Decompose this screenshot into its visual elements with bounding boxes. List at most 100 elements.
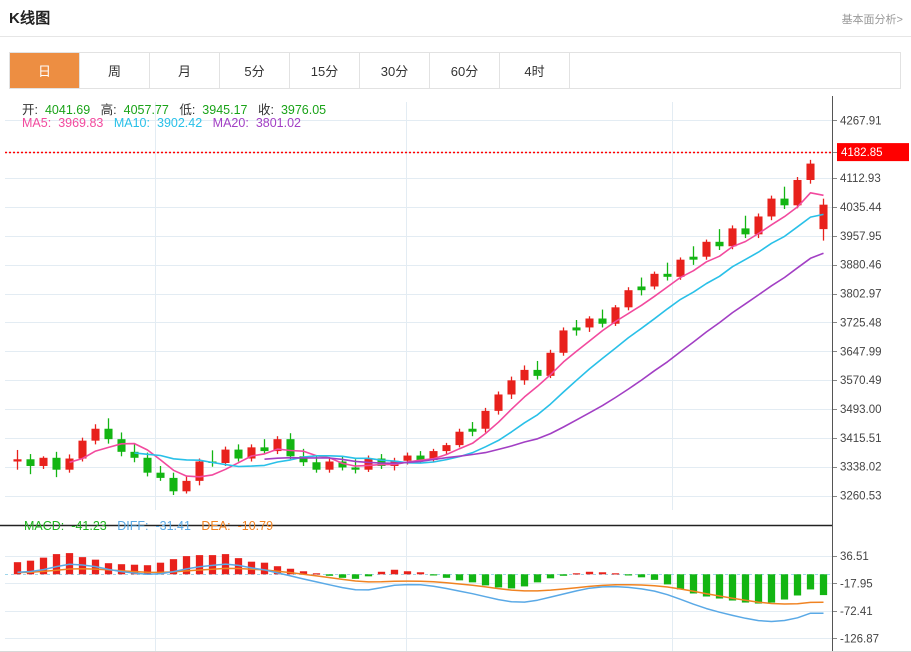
candle-body: [546, 352, 555, 376]
timeframe-tab-bar: 日周月 5分 15分 30分 60分 4时: [9, 52, 901, 89]
candle-body: [39, 457, 48, 466]
candle-body: [715, 241, 724, 247]
candle-body: [598, 318, 607, 324]
candle-body: [13, 459, 22, 462]
macd-histogram-bar: [819, 574, 828, 596]
tab-60分[interactable]: 60分: [430, 53, 500, 88]
candle-body: [429, 451, 438, 461]
macd-histogram-bar: [546, 574, 555, 579]
macd-histogram-bar: [195, 555, 204, 575]
macd-histogram-bar: [182, 556, 191, 575]
candle-body: [78, 440, 87, 459]
header-divider: [0, 36, 911, 37]
macd-histogram-bar: [533, 574, 542, 583]
macd-histogram-bar: [377, 571, 386, 575]
macd-histogram-bar: [39, 557, 48, 575]
macd-axis-label: -72.41: [840, 606, 873, 618]
macd-histogram-bar: [403, 571, 412, 575]
macd-histogram-bar: [299, 571, 308, 575]
fundamental-analysis-link[interactable]: 基本面分析>: [841, 14, 903, 26]
macd-axis-label: -126.87: [840, 633, 879, 645]
candle-body: [585, 318, 594, 328]
macd-histogram-bar: [793, 574, 802, 596]
macd-histogram-bar: [715, 574, 724, 599]
macd-histogram-bar: [273, 566, 282, 575]
macd-histogram-bar: [325, 574, 334, 576]
macd-histogram-bar: [507, 574, 516, 589]
candle-body: [650, 273, 659, 287]
macd-histogram-bar: [598, 572, 607, 575]
tab-30分[interactable]: 30分: [360, 53, 430, 88]
macd-histogram-bar: [741, 574, 750, 603]
candle-body: [182, 480, 191, 492]
macd-histogram-bar: [572, 573, 581, 575]
macd-histogram-bar: [156, 562, 165, 575]
candle-body: [299, 456, 308, 463]
macd-histogram-bar: [26, 560, 35, 575]
current-price-badge: [837, 143, 909, 162]
candle-body: [819, 204, 828, 230]
macd-histogram-bar: [624, 574, 633, 576]
candle-body: [156, 472, 165, 478]
macd-histogram-bar: [494, 574, 503, 588]
candle-body: [806, 163, 815, 180]
candle-body: [442, 445, 451, 452]
macd-histogram-bar: [520, 574, 529, 587]
candle-body: [169, 477, 178, 492]
candle-body: [624, 290, 633, 308]
ma-line-ma5: [69, 192, 824, 478]
macd-histogram-bar: [611, 573, 620, 575]
macd-axis-label: 36.51: [840, 551, 869, 563]
candle-body: [247, 447, 256, 459]
macd-histogram-bar: [351, 574, 360, 579]
candle-body: [221, 449, 230, 463]
diff-line: [17, 563, 824, 623]
price-axis-label: 3880.46: [840, 260, 882, 272]
price-axis-label: 4112.93: [840, 173, 881, 185]
macd-histogram-bar: [169, 559, 178, 575]
tab-周[interactable]: 周: [80, 53, 150, 88]
candle-body: [455, 431, 464, 446]
candle-body: [104, 428, 113, 440]
macd-histogram-bar: [481, 574, 490, 586]
tab-bar-filler: [570, 53, 901, 88]
chart-container: 开: 4041.69 高: 4057.77 低: 3945.17 收: 3976.05 …: [0, 96, 911, 652]
candle-body: [325, 461, 334, 470]
kline-svg[interactable]: 4267.91 4182.85 4112.93 4035.44 3957.95 3880.…: [0, 96, 911, 652]
price-axis-label: 3647.99: [840, 346, 882, 358]
macd-axis-label: -17.95: [840, 578, 873, 590]
page-title: K线图: [9, 10, 51, 27]
macd-histogram-bar: [650, 574, 659, 580]
candle-body: [117, 439, 126, 452]
price-axis-label: 3802.97: [840, 289, 882, 301]
price-axis-label: 3957.95: [840, 231, 882, 243]
tab-日[interactable]: 日: [10, 53, 80, 88]
candle-body: [377, 458, 386, 466]
tab-月[interactable]: 月: [150, 53, 220, 88]
macd-histogram-bar: [286, 568, 295, 575]
macd-histogram-bar: [260, 562, 269, 575]
tab-5分[interactable]: 5分: [220, 53, 290, 88]
macd-histogram-bar: [468, 574, 477, 583]
macd-histogram-bar: [442, 574, 451, 578]
candle-body: [312, 462, 321, 470]
macd-histogram-bar: [702, 574, 711, 597]
tab-15分[interactable]: 15分: [290, 53, 360, 88]
ma-line-ma20: [264, 252, 824, 465]
price-axis-label: 3415.51: [840, 433, 882, 445]
price-axis-label: 4035.44: [840, 202, 882, 214]
candle-body: [286, 439, 295, 457]
macd-histogram-bar: [559, 574, 568, 576]
macd-histogram-bar: [390, 569, 399, 575]
candle-body: [65, 458, 74, 470]
candle-body: [559, 330, 568, 353]
price-axis-label: 3338.02: [840, 462, 882, 474]
macd-histogram-bar: [416, 572, 425, 575]
candle-body: [234, 449, 243, 459]
candle-body: [273, 439, 282, 452]
tab-4时[interactable]: 4时: [500, 53, 570, 88]
price-axis-label: 4267.91: [840, 115, 882, 127]
candle-body: [26, 459, 35, 466]
macd-histogram-bar: [767, 574, 776, 603]
candle-body: [793, 179, 802, 206]
